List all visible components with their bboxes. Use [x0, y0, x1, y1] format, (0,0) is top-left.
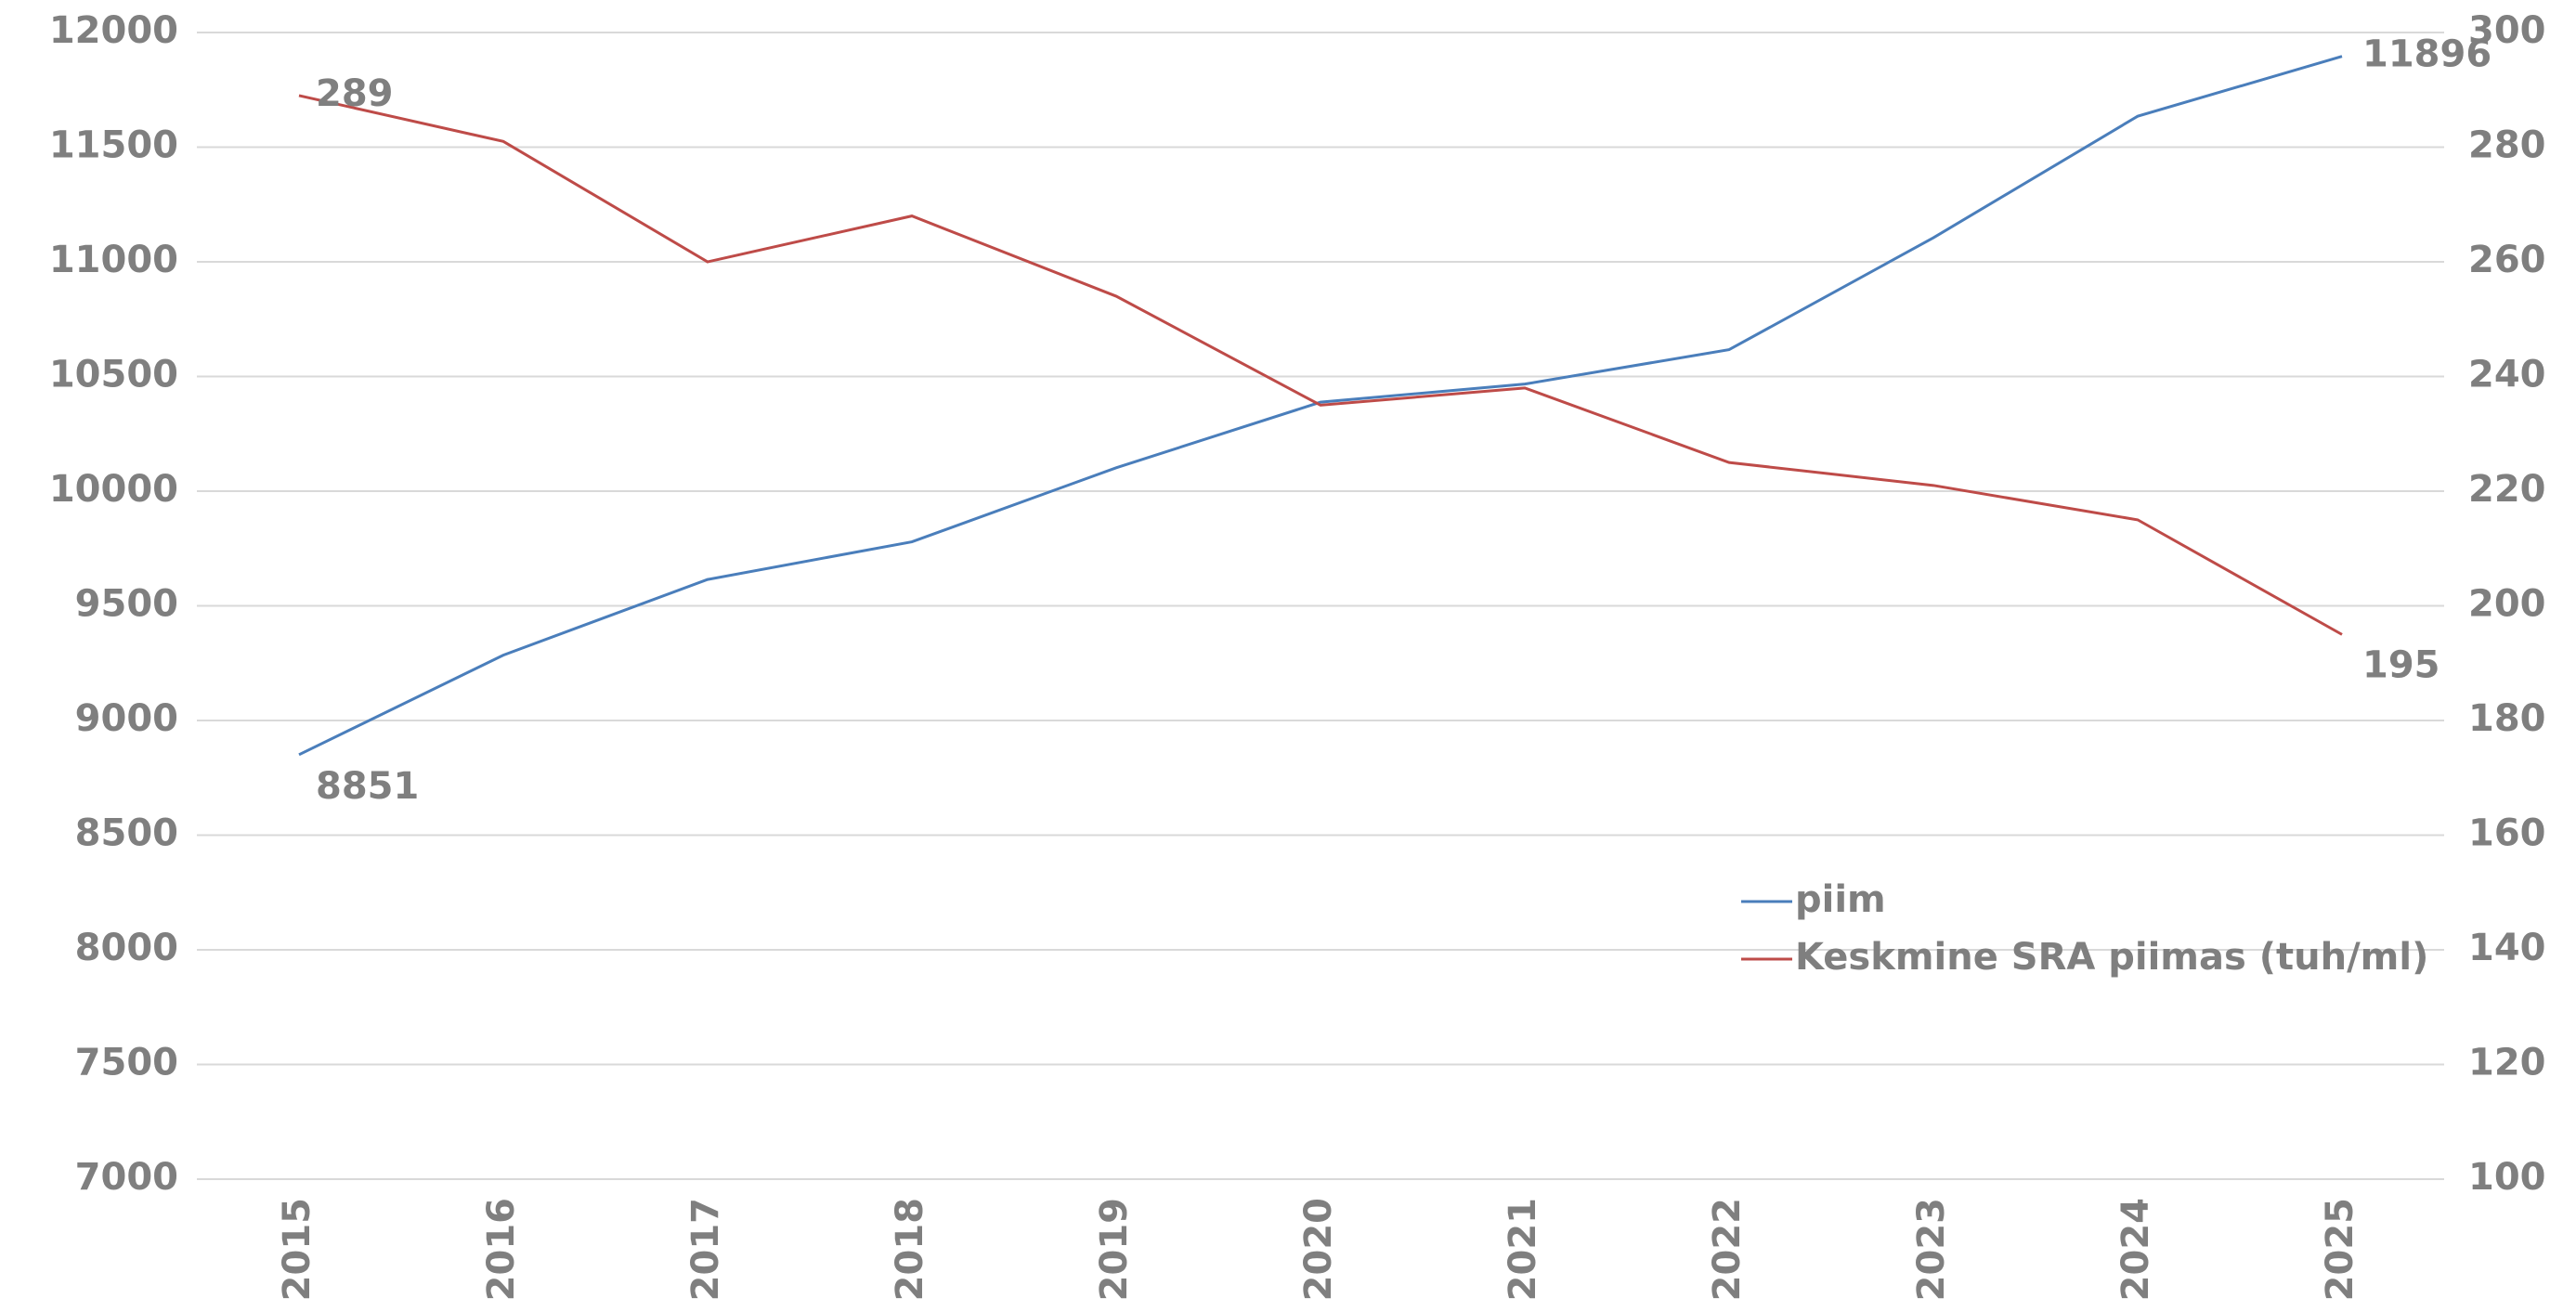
- series-line: [298, 94, 2343, 636]
- data-label: 195: [2362, 643, 2440, 686]
- y-tick-label: 7000: [75, 1156, 178, 1199]
- y-tick-label: 9500: [75, 583, 178, 626]
- x-tick-label: 2019: [1093, 1198, 1136, 1301]
- y-tick-label: 11000: [49, 239, 178, 281]
- y2-tick-label: 160: [2468, 812, 2546, 855]
- y-tick-label: 10500: [49, 354, 178, 396]
- data-label: 289: [316, 72, 394, 115]
- series-line: [298, 55, 2343, 757]
- x-tick-label: 2025: [2319, 1198, 2361, 1301]
- y-tick-label: 11500: [49, 124, 178, 167]
- y2-tick-label: 300: [2468, 9, 2546, 52]
- data-label: 11896: [2362, 33, 2491, 76]
- y2-tick-label: 100: [2468, 1156, 2546, 1199]
- y-tick-label: 12000: [49, 9, 178, 52]
- y2-tick-label: 120: [2468, 1042, 2546, 1084]
- y2-tick-label: 200: [2468, 583, 2546, 626]
- x-tick-label: 2016: [480, 1198, 523, 1301]
- y-tick-label: 7500: [75, 1042, 178, 1084]
- y-tick-label: 8500: [75, 812, 178, 855]
- x-tick-label: 2024: [2114, 1198, 2157, 1301]
- y-tick-label: 8000: [75, 927, 178, 969]
- x-tick-label: 2017: [684, 1198, 727, 1301]
- y2-tick-label: 220: [2468, 468, 2546, 511]
- y-tick-label: 9000: [75, 697, 178, 740]
- y2-tick-label: 140: [2468, 927, 2546, 969]
- x-tick-label: 2015: [276, 1198, 319, 1301]
- y2-tick-label: 260: [2468, 239, 2546, 281]
- x-tick-label: 2023: [1910, 1198, 1953, 1301]
- data-label: 8851: [316, 765, 419, 808]
- y2-tick-label: 280: [2468, 124, 2546, 167]
- y2-tick-label: 240: [2468, 354, 2546, 396]
- legend-label: piim: [1795, 878, 1886, 921]
- y2-tick-label: 180: [2468, 697, 2546, 740]
- x-tick-label: 2021: [1502, 1198, 1544, 1301]
- y-tick-label: 10000: [49, 468, 178, 511]
- legend-label: Keskmine SRA piimas (tuh/ml): [1795, 936, 2428, 979]
- x-tick-label: 2022: [1706, 1198, 1749, 1301]
- x-tick-label: 2018: [889, 1198, 931, 1301]
- x-tick-label: 2020: [1297, 1198, 1340, 1301]
